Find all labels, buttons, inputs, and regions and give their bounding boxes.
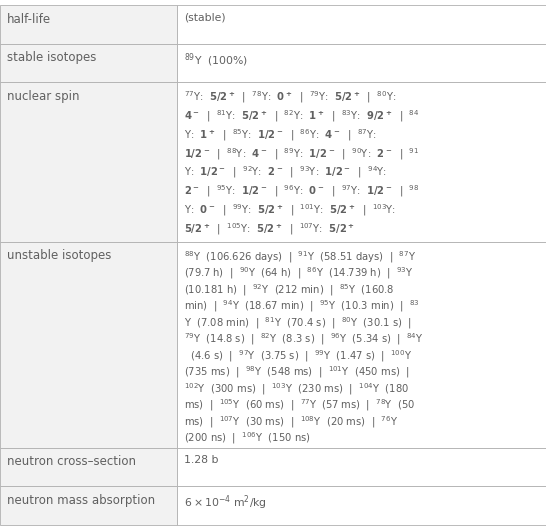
Bar (0, 486, 177, 525)
Text: Y:  $\mathbf{1^+}$  |  $^{85}$Y:  $\mathbf{1/2^-}$  |  $^{86}$Y:  $\mathbf{4^-}$: Y: $\mathbf{1^+}$ | $^{85}$Y: $\mathbf{1… (184, 127, 377, 143)
Text: $\mathbf{5/2^+}$  |  $^{105}$Y:  $\mathbf{5/2^+}$  |  $^{107}$Y:  $\mathbf{5/2^+: $\mathbf{5/2^+}$ | $^{105}$Y: $\mathbf{5… (184, 221, 355, 237)
Text: $^{77}$Y:  $\mathbf{5/2^+}$  |  $^{78}$Y:  $\mathbf{0^+}$  |  $^{79}$Y:  $\mathb: $^{77}$Y: $\mathbf{5/2^+}$ | $^{78}$Y: $… (184, 90, 396, 105)
Bar (0, 82, 177, 242)
Text: (stable): (stable) (184, 13, 225, 23)
Bar (177, 82, 546, 242)
Text: $6\times10^{-4}$ m$^2$/kg: $6\times10^{-4}$ m$^2$/kg (184, 493, 267, 513)
Text: (200 ns)  |  $^{106}$Y  (150 ns): (200 ns) | $^{106}$Y (150 ns) (184, 430, 311, 446)
Text: $^{79}$Y  (14.8 s)  |  $^{82}$Y  (8.3 s)  |  $^{96}$Y  (5.34 s)  |  $^{84}$Y: $^{79}$Y (14.8 s) | $^{82}$Y (8.3 s) | $… (184, 331, 424, 347)
Text: neutron cross–section: neutron cross–section (7, 455, 135, 468)
Text: ms)  |  $^{107}$Y  (30 ms)  |  $^{108}$Y  (20 ms)  |  $^{76}$Y: ms) | $^{107}$Y (30 ms) | $^{108}$Y (20 … (184, 414, 398, 430)
Text: unstable isotopes: unstable isotopes (7, 249, 111, 262)
Text: $^{89}$Y  (100%): $^{89}$Y (100%) (184, 51, 248, 69)
Bar (177, 44, 546, 82)
Bar (177, 448, 546, 486)
Text: Y:  $\mathbf{1/2^-}$  |  $^{92}$Y:  $\mathbf{2^-}$  |  $^{93}$Y:  $\mathbf{1/2^-: Y: $\mathbf{1/2^-}$ | $^{92}$Y: $\mathbf… (184, 165, 387, 181)
Text: (10.181 h)  |  $^{92}$Y  (212 min)  |  $^{85}$Y  (160.8: (10.181 h) | $^{92}$Y (212 min) | $^{85}… (184, 282, 394, 298)
Text: stable isotopes: stable isotopes (7, 51, 96, 64)
Text: (79.7 h)  |  $^{90}$Y  (64 h)  |  $^{86}$Y  (14.739 h)  |  $^{93}$Y: (79.7 h) | $^{90}$Y (64 h) | $^{86}$Y (1… (184, 266, 413, 281)
Text: min)  |  $^{94}$Y  (18.67 min)  |  $^{95}$Y  (10.3 min)  |  $^{83}$: min) | $^{94}$Y (18.67 min) | $^{95}$Y (… (184, 298, 420, 314)
Bar (177, 486, 546, 525)
Text: 1.28 b: 1.28 b (184, 455, 218, 465)
Text: $\mathbf{1/2^-}$  |  $^{88}$Y:  $\mathbf{4^-}$  |  $^{89}$Y:  $\mathbf{1/2^-}$  : $\mathbf{1/2^-}$ | $^{88}$Y: $\mathbf{4^… (184, 146, 419, 162)
Bar (177, 5, 546, 44)
Text: (4.6 s)  |  $^{97}$Y  (3.75 s)  |  $^{99}$Y  (1.47 s)  |  $^{100}$Y: (4.6 s) | $^{97}$Y (3.75 s) | $^{99}$Y (… (184, 348, 412, 364)
Text: (735 ms)  |  $^{98}$Y  (548 ms)  |  $^{101}$Y  (450 ms)  |: (735 ms) | $^{98}$Y (548 ms) | $^{101}$Y… (184, 365, 410, 381)
Text: $\mathbf{2^-}$  |  $^{95}$Y:  $\mathbf{1/2^-}$  |  $^{96}$Y:  $\mathbf{0^-}$  | : $\mathbf{2^-}$ | $^{95}$Y: $\mathbf{1/2^… (184, 183, 419, 199)
Text: half-life: half-life (7, 13, 51, 26)
Text: $^{102}$Y  (300 ms)  |  $^{103}$Y  (230 ms)  |  $^{104}$Y  (180: $^{102}$Y (300 ms) | $^{103}$Y (230 ms) … (184, 381, 409, 397)
Text: neutron mass absorption: neutron mass absorption (7, 493, 155, 507)
Text: Y:  $\mathbf{0^-}$  |  $^{99}$Y:  $\mathbf{5/2^+}$  |  $^{101}$Y:  $\mathbf{5/2^: Y: $\mathbf{0^-}$ | $^{99}$Y: $\mathbf{5… (184, 202, 396, 218)
Bar (177, 242, 546, 448)
Bar (0, 448, 177, 486)
Bar (0, 5, 177, 44)
Text: nuclear spin: nuclear spin (7, 90, 79, 103)
Text: $^{88}$Y  (106.626 days)  |  $^{91}$Y  (58.51 days)  |  $^{87}$Y: $^{88}$Y (106.626 days) | $^{91}$Y (58.5… (184, 249, 416, 265)
Bar (0, 44, 177, 82)
Text: $\mathbf{4^-}$  |  $^{81}$Y:  $\mathbf{5/2^+}$  |  $^{82}$Y:  $\mathbf{1^+}$  | : $\mathbf{4^-}$ | $^{81}$Y: $\mathbf{5/2^… (184, 109, 419, 124)
Text: ms)  |  $^{105}$Y  (60 ms)  |  $^{77}$Y  (57 ms)  |  $^{78}$Y  (50: ms) | $^{105}$Y (60 ms) | $^{77}$Y (57 m… (184, 398, 416, 413)
Bar (0, 242, 177, 448)
Text: Y  (7.08 min)  |  $^{81}$Y  (70.4 s)  |  $^{80}$Y  (30.1 s)  |: Y (7.08 min) | $^{81}$Y (70.4 s) | $^{80… (184, 315, 412, 331)
